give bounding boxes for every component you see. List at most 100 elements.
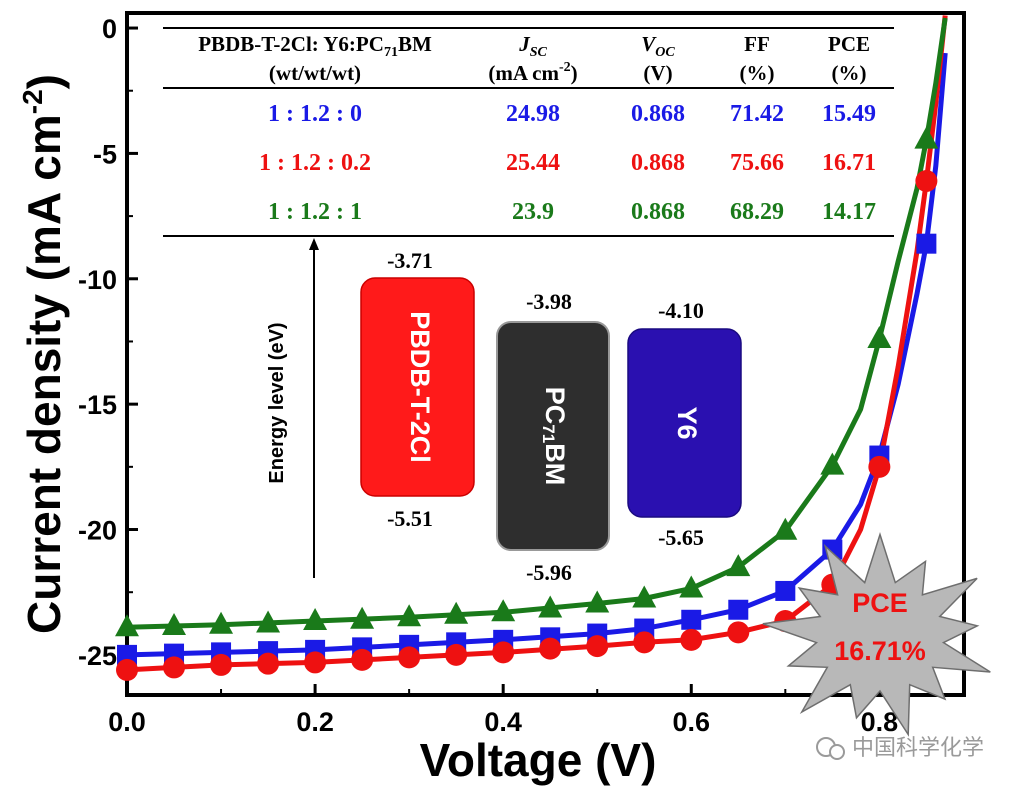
energy-axis-label: Energy level (eV) xyxy=(266,322,288,483)
table-cell: 1 : 1.2 : 0.2 xyxy=(259,150,371,176)
table-cell: 0.868 xyxy=(631,199,685,225)
data-point-circle xyxy=(351,648,374,671)
axis-ticks: 0.0 0.2 0.4 0.6 0.8 0 -5 -10 -15 -20 -25 xyxy=(78,14,898,737)
data-point-circle xyxy=(116,658,138,681)
table-header-voc: VOC xyxy=(641,32,675,60)
y-tick-label: -5 xyxy=(93,139,117,169)
data-point-triangle xyxy=(726,554,751,577)
energy-lumo-y6: -4.10 xyxy=(658,298,704,323)
data-point-triangle xyxy=(162,613,187,636)
table-header-pce: PCE xyxy=(828,32,870,56)
table-header-jsc: JSC xyxy=(518,32,547,60)
data-point-triangle xyxy=(867,325,892,348)
series-line-0 xyxy=(127,52,948,658)
table-header-voc-unit: (V) xyxy=(643,61,672,85)
table-body: 1 : 1.2 : 0 24.98 0.868 71.42 15.49 1 : 1.2 :… xyxy=(259,101,876,225)
data-point-circle xyxy=(398,646,421,669)
data-point-square xyxy=(117,644,137,665)
energy-homo-y6: -5.65 xyxy=(658,525,704,550)
data-point-triangle xyxy=(632,585,657,608)
pce-badge-value: 16.71% xyxy=(834,636,926,666)
data-point-triangle xyxy=(585,590,610,613)
y-tick-label: -25 xyxy=(78,641,117,671)
data-point-triangle xyxy=(491,599,516,622)
pce-badge-label: PCE xyxy=(852,588,908,618)
table-cell: 0.868 xyxy=(631,101,685,127)
data-point-triangle xyxy=(397,604,422,627)
y-tick-label: -10 xyxy=(78,265,117,295)
energy-box-pc71bm-label: PC71BM xyxy=(539,387,570,485)
energy-diagram: Energy level (eV) PBDB-T-2Cl -3.71 -5.51… xyxy=(266,238,742,585)
x-tick-label: 0.4 xyxy=(484,707,522,737)
data-point-circle xyxy=(445,643,468,666)
table-cell: 14.17 xyxy=(822,199,876,225)
table-header-ff-unit: (%) xyxy=(740,61,775,85)
x-tick-label: 0.8 xyxy=(861,707,899,737)
data-point-circle xyxy=(586,635,609,658)
watermark-text: 中国科学化学 xyxy=(852,736,984,761)
y-axis-label: Current density (mA cm-2) xyxy=(17,74,70,634)
table-cell: 25.44 xyxy=(506,150,560,176)
y-tick-label: -15 xyxy=(78,390,117,420)
table-cell: 23.9 xyxy=(512,199,554,225)
energy-box-pbdb xyxy=(360,277,475,497)
y-tick-label: 0 xyxy=(102,14,117,44)
series-markers xyxy=(115,126,939,681)
pce-badge: PCE 16.71% xyxy=(762,532,991,737)
x-tick-label: 0.2 xyxy=(296,707,334,737)
wechat-icon-bubble xyxy=(829,744,845,760)
table-cell: 0.868 xyxy=(631,150,685,176)
data-point-triangle xyxy=(303,608,328,631)
table-cell: 16.71 xyxy=(822,150,876,176)
data-point-triangle xyxy=(914,126,939,149)
table-cell: 68.29 xyxy=(730,199,784,225)
x-tick-label: 0.0 xyxy=(108,707,146,737)
data-point-triangle xyxy=(256,610,281,633)
data-point-square xyxy=(775,580,796,601)
data-point-triangle xyxy=(115,614,139,637)
data-point-circle xyxy=(210,653,233,676)
energy-box-y6-label: Y6 xyxy=(672,406,702,439)
y-axis-label-main: Current density (mA cm xyxy=(18,114,70,634)
data-point-circle xyxy=(915,169,938,192)
energy-box-y6 xyxy=(627,328,742,518)
data-point-triangle xyxy=(773,517,798,540)
data-point-circle xyxy=(868,455,891,478)
table-header-jsc-unit: (mA cm-2) xyxy=(488,60,577,85)
table-header-ff: FF xyxy=(744,32,770,56)
data-point-triangle xyxy=(350,606,375,629)
data-point-circle xyxy=(304,651,327,674)
data-point-triangle xyxy=(444,601,469,624)
y-tick-label: -20 xyxy=(78,516,117,546)
data-point-square xyxy=(916,233,937,254)
table-header-ratio: PBDB-T-2Cl: Y6:PC71BM xyxy=(198,32,432,60)
energy-box-pbdb-label: PBDB-T-2Cl xyxy=(405,311,435,463)
energy-homo-pc71bm: -5.96 xyxy=(526,560,572,585)
table-cell: 75.66 xyxy=(730,150,784,176)
data-point-circle xyxy=(492,641,515,664)
energy-lumo-pbdb: -3.71 xyxy=(387,248,433,273)
data-point-square xyxy=(681,609,702,630)
watermark: 中国科学化学 xyxy=(816,736,984,761)
data-point-triangle xyxy=(538,595,563,618)
y-axis-label-close: ) xyxy=(18,74,70,89)
table-cell: 71.42 xyxy=(730,101,784,127)
energy-homo-pbdb: -5.51 xyxy=(387,506,433,531)
data-point-triangle xyxy=(209,611,234,634)
data-point-triangle xyxy=(820,452,845,475)
y-axis-label-exp: -2 xyxy=(17,89,48,114)
plot-frame xyxy=(125,11,966,697)
energy-arrowhead xyxy=(309,238,319,250)
table-cell: 1 : 1.2 : 1 xyxy=(268,199,362,225)
pce-starburst-shape xyxy=(762,532,991,737)
data-point-circle xyxy=(539,637,562,660)
table-cell: 15.49 xyxy=(822,101,876,127)
data-point-circle xyxy=(727,621,750,644)
energy-box-pc71bm xyxy=(496,321,610,551)
data-point-square xyxy=(728,599,749,620)
x-axis-label: Voltage (V) xyxy=(420,734,657,786)
energy-lumo-pc71bm: -3.98 xyxy=(526,289,572,314)
table-header-pce-unit: (%) xyxy=(832,61,867,85)
table-cell: 24.98 xyxy=(506,101,560,127)
